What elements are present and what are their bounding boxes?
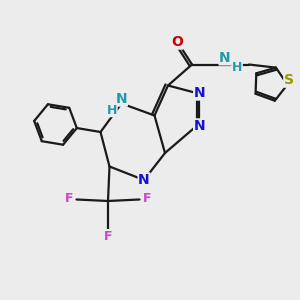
Text: N: N [116, 92, 127, 106]
Text: N: N [194, 119, 205, 133]
Text: N: N [138, 173, 150, 187]
Text: N: N [219, 51, 231, 65]
Text: F: F [65, 191, 73, 205]
Text: F: F [104, 230, 112, 243]
Text: F: F [143, 191, 151, 205]
Text: S: S [284, 73, 294, 87]
Text: H: H [107, 103, 117, 117]
Text: O: O [171, 35, 183, 49]
Text: N: N [194, 86, 205, 100]
Text: H: H [232, 61, 242, 74]
